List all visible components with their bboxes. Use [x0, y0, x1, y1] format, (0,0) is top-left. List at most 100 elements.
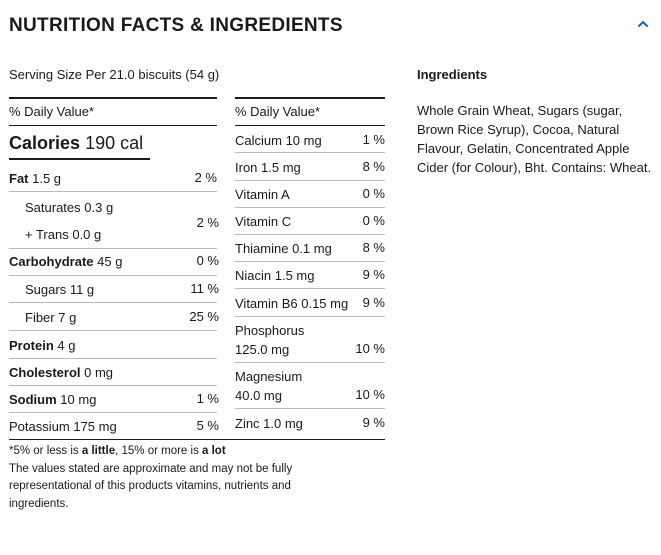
nutrient-pct: 9 %: [362, 267, 385, 282]
serving-size: Serving Size Per 21.0 biscuits (54 g): [9, 67, 220, 82]
daily-value-heading: % Daily Value*: [9, 104, 95, 119]
nutrient-row: Magnesium: [235, 368, 302, 386]
divider: [235, 152, 385, 153]
footnote-text: *5% or less is: [9, 445, 82, 457]
divider: [235, 362, 385, 363]
protein-amount: 4 g: [57, 338, 76, 353]
carbohydrate-label: Carbohydrate: [9, 254, 94, 269]
nutrient-row: Niacin 1.5 mg: [235, 267, 314, 285]
sodium-row: Sodium 10 mg: [9, 391, 96, 409]
nutrient-row: Iron 1.5 mg: [235, 159, 301, 177]
divider: [235, 408, 385, 409]
divider: [9, 358, 217, 359]
saturates-row: Saturates 0.3 g: [25, 199, 113, 217]
section-title: NUTRITION FACTS & INGREDIENTS: [9, 15, 343, 36]
sodium-label: Sodium: [9, 392, 57, 407]
nutrient-amount: 125.0 mg: [235, 342, 290, 357]
trans-row: + Trans 0.0 g: [25, 226, 101, 244]
sugars-label: Sugars: [25, 282, 67, 297]
nutrient-pct: 0 %: [362, 213, 385, 228]
divider: [9, 302, 217, 303]
nutrient-name: Magnesium: [235, 369, 303, 384]
cholesterol-amount: 0 mg: [84, 365, 114, 380]
ingredients-text: Whole Grain Wheat, Sugars (sugar, Brown …: [417, 103, 652, 175]
divider: [9, 97, 217, 99]
ingredients-title: Ingredients: [417, 67, 488, 82]
divider: [235, 180, 385, 181]
nutrient-row: Zinc 1.0 mg: [235, 415, 303, 433]
nutrient-row: Vitamin A: [235, 186, 290, 204]
nutrient-row: Calcium 10 mg: [235, 132, 322, 150]
footnote-bold: a little: [81, 445, 116, 457]
nutrient-name: Thiamine 0.1 mg: [235, 241, 332, 256]
carbohydrate-amount: 45 g: [97, 254, 123, 269]
divider: [235, 261, 385, 262]
nutrient-row: Phosphorus: [235, 322, 304, 340]
calories-row: Calories 190 cal: [9, 133, 143, 154]
nutrient-pct: 10 %: [355, 387, 385, 402]
nutrient-pct: 1 %: [362, 132, 385, 147]
divider: [235, 316, 385, 317]
saturates-label: Saturates: [25, 200, 81, 215]
potassium-amount: 175 mg: [73, 419, 117, 434]
footnote-text: , 15% or more is: [115, 445, 203, 457]
carbohydrate-row: Carbohydrate 45 g: [9, 253, 122, 271]
divider: [235, 234, 385, 235]
calories-value: 190 cal: [85, 133, 144, 153]
potassium-row: Potassium 175 mg: [9, 418, 117, 436]
nutrient-name: Niacin 1.5 mg: [235, 268, 315, 283]
sat-trans-pct: 2 %: [196, 215, 219, 230]
divider: [235, 288, 385, 289]
nutrient-row: Thiamine 0.1 mg: [235, 240, 332, 258]
fiber-label: Fiber: [25, 310, 55, 325]
nutrient-name: Vitamin C: [235, 214, 292, 229]
sugars-row: Sugars 11 g: [25, 281, 94, 299]
fiber-amount: 7 g: [58, 310, 77, 325]
nutrient-name: Vitamin A: [235, 187, 290, 202]
nutrient-row: Vitamin C: [235, 213, 291, 231]
divider: [9, 439, 385, 440]
carbohydrate-pct: 0 %: [196, 253, 219, 268]
divider: [235, 207, 385, 208]
nutrient-row-amount: 125.0 mg: [235, 341, 289, 359]
divider: [9, 191, 217, 192]
cholesterol-label: Cholesterol: [9, 365, 81, 380]
protein-row: Protein 4 g: [9, 337, 76, 355]
calories-label: Calories: [9, 133, 81, 153]
footnote: *5% or less is a little, 15% or more is …: [9, 443, 339, 513]
nutrient-pct: 8 %: [362, 159, 385, 174]
nutrient-name: Vitamin B6 0.15 mg: [235, 296, 349, 311]
trans-amount: 0.0 g: [72, 227, 102, 242]
nutrient-amount: 40.0 mg: [235, 388, 282, 403]
divider: [9, 275, 217, 276]
cholesterol-row: Cholesterol 0 mg: [9, 364, 113, 382]
divider: [9, 330, 217, 331]
nutrient-pct: 0 %: [362, 186, 385, 201]
fat-amount: 1.5 g: [32, 171, 62, 186]
nutrient-name: Zinc 1.0 mg: [235, 416, 303, 431]
footnote-bold: a lot: [202, 445, 226, 457]
fiber-row: Fiber 7 g: [25, 309, 76, 327]
sugars-pct: 11 %: [190, 281, 219, 296]
fat-row: Fat 1.5 g: [9, 170, 61, 188]
divider: [235, 97, 385, 99]
divider: [9, 248, 217, 249]
nutrient-name: Phosphorus: [235, 323, 305, 338]
fat-label: Fat: [9, 171, 29, 186]
fat-pct: 2 %: [194, 170, 217, 185]
chevron-up-icon[interactable]: [636, 17, 650, 31]
trans-label: + Trans: [25, 227, 69, 242]
daily-value-heading: % Daily Value*: [235, 104, 321, 119]
section-header[interactable]: NUTRITION FACTS & INGREDIENTS: [9, 15, 653, 39]
divider: [9, 125, 217, 126]
divider: [235, 125, 385, 126]
divider: [9, 158, 150, 160]
nutrient-row-amount: 40.0 mg: [235, 387, 282, 405]
potassium-label: Potassium: [9, 419, 70, 434]
sugars-amount: 11 g: [69, 282, 95, 297]
nutrient-name: Iron 1.5 mg: [235, 160, 301, 175]
nutrient-row: Vitamin B6 0.15 mg: [235, 295, 348, 313]
nutrient-pct: 9 %: [362, 415, 385, 430]
saturates-amount: 0.3 g: [84, 200, 114, 215]
divider: [9, 412, 217, 413]
